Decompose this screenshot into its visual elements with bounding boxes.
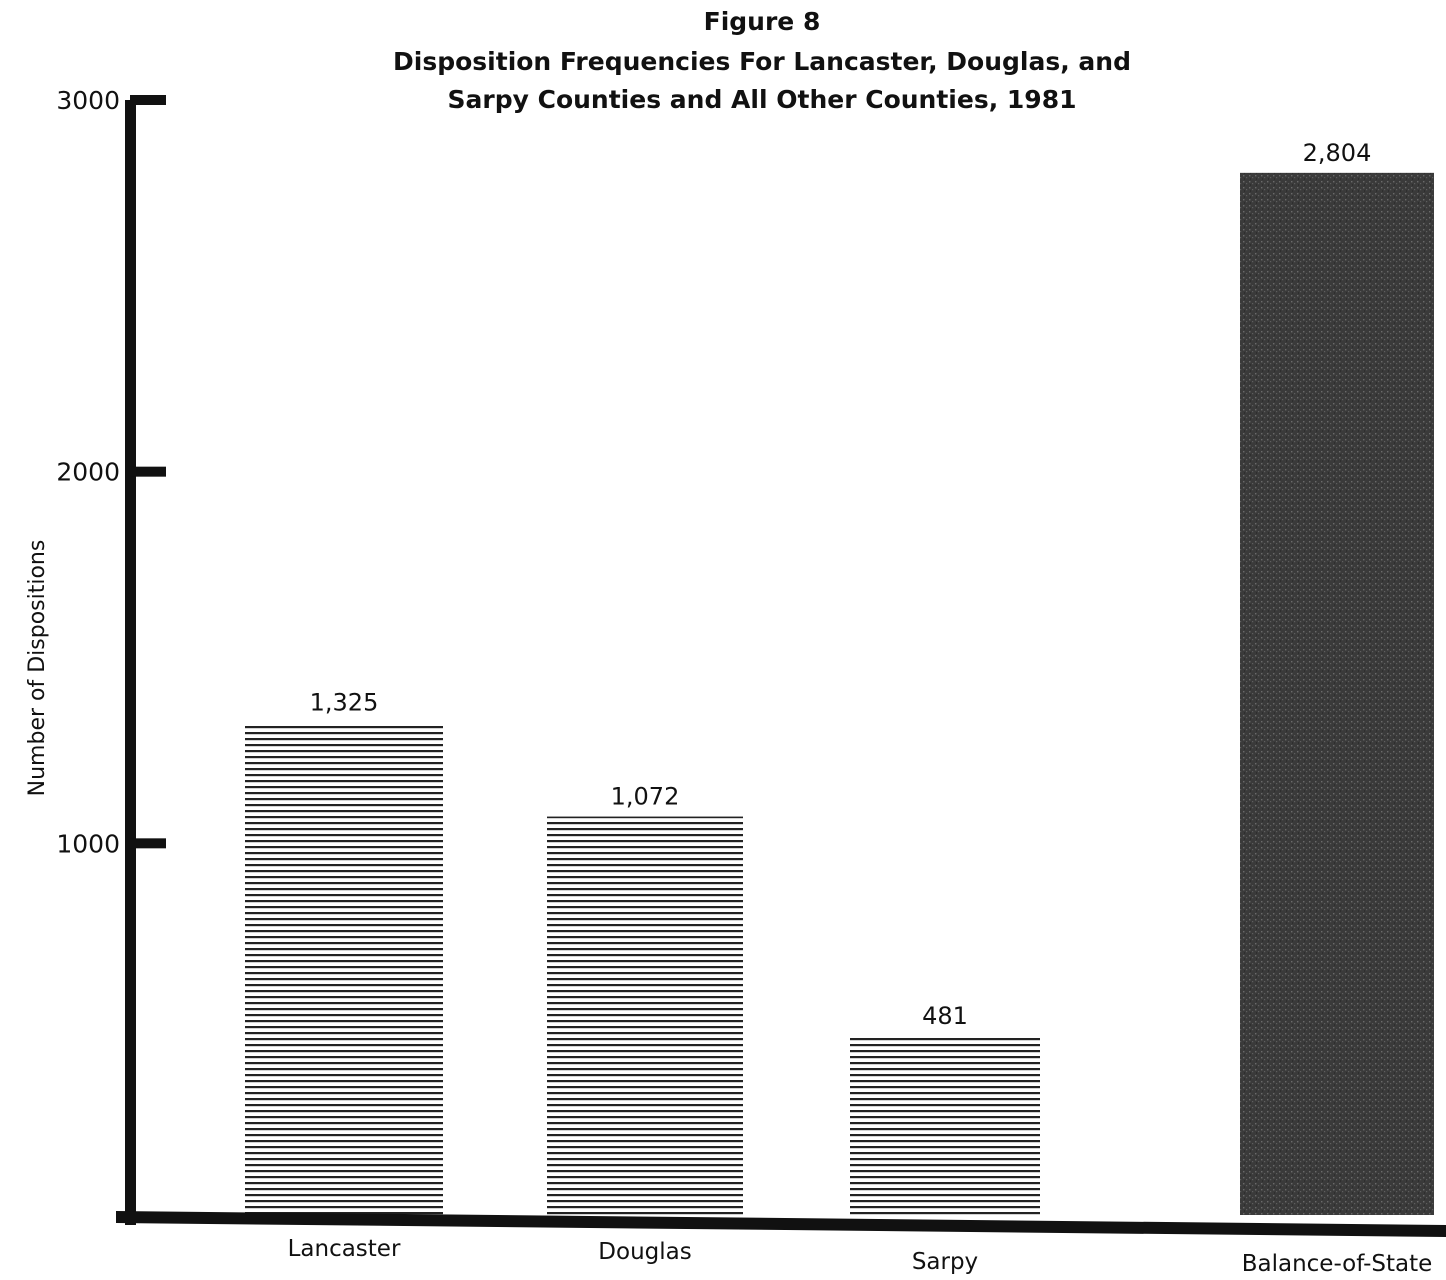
y-tick-label: 2000 xyxy=(56,458,120,487)
category-label: Sarpy xyxy=(912,1249,978,1275)
category-label: Balance-of-State xyxy=(1242,1251,1433,1276)
y-tick-label: 3000 xyxy=(56,86,120,115)
category-label: Douglas xyxy=(598,1239,691,1265)
chart-subtitle-line-2: Sarpy Counties and All Other Counties, 1… xyxy=(448,85,1077,114)
y-tick-label: 1000 xyxy=(56,829,120,858)
bars-layer xyxy=(245,172,1434,1215)
y-axis-title: Number of Dispositions xyxy=(25,540,50,797)
bar-balance-of-state xyxy=(1240,172,1434,1215)
y-axis-line xyxy=(125,100,136,1225)
data-label: 1,072 xyxy=(611,783,680,811)
bar-lancaster xyxy=(245,722,443,1215)
x-axis-line xyxy=(116,1211,1446,1237)
chart-title: Figure 8 xyxy=(704,7,821,36)
y-tick xyxy=(130,838,166,849)
bar-sarpy xyxy=(850,1036,1040,1215)
chart-subtitle-line-1: Disposition Frequencies For Lancaster, D… xyxy=(393,47,1131,76)
axes-layer xyxy=(116,95,1446,1237)
data-label: 481 xyxy=(922,1002,968,1030)
data-label: 2,804 xyxy=(1303,139,1372,167)
y-tick xyxy=(130,466,166,477)
bar-douglas xyxy=(547,816,743,1215)
y-tick xyxy=(130,95,166,105)
data-label: 1,325 xyxy=(310,689,379,717)
category-label: Lancaster xyxy=(288,1236,401,1262)
labels-layer: 1,325 Lancaster 1,072 Douglas 481 Sarpy 2,804 B… xyxy=(56,86,1433,1277)
